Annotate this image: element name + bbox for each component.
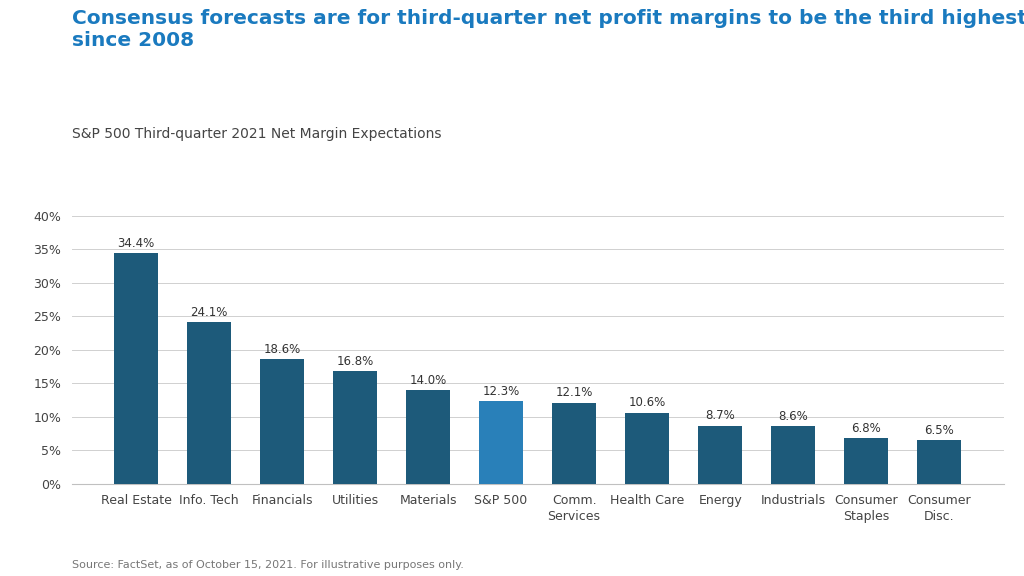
Text: 12.1%: 12.1% xyxy=(555,386,593,399)
Bar xyxy=(771,426,815,484)
Text: 18.6%: 18.6% xyxy=(263,343,301,356)
Bar xyxy=(114,253,158,484)
Bar xyxy=(479,401,523,484)
Bar xyxy=(187,323,230,484)
Bar xyxy=(552,403,596,484)
Text: 8.6%: 8.6% xyxy=(778,410,808,423)
Text: 24.1%: 24.1% xyxy=(190,306,227,319)
Text: 12.3%: 12.3% xyxy=(482,385,520,398)
Text: Source: FactSet, as of October 15, 2021. For illustrative purposes only.: Source: FactSet, as of October 15, 2021.… xyxy=(72,560,464,570)
Bar xyxy=(698,426,742,484)
Text: 16.8%: 16.8% xyxy=(337,355,374,368)
Text: 14.0%: 14.0% xyxy=(410,374,446,386)
Bar xyxy=(260,359,304,484)
Text: 10.6%: 10.6% xyxy=(629,396,666,410)
Bar xyxy=(918,440,962,484)
Text: 6.5%: 6.5% xyxy=(925,424,954,437)
Text: 34.4%: 34.4% xyxy=(118,237,155,250)
Bar xyxy=(333,372,377,484)
Bar xyxy=(626,413,669,484)
Text: 8.7%: 8.7% xyxy=(706,409,735,422)
Bar xyxy=(407,390,450,484)
Text: S&P 500 Third-quarter 2021 Net Margin Expectations: S&P 500 Third-quarter 2021 Net Margin Ex… xyxy=(72,127,441,141)
Text: 6.8%: 6.8% xyxy=(851,422,881,435)
Bar xyxy=(845,438,888,484)
Text: Consensus forecasts are for third-quarter net profit margins to be the third hig: Consensus forecasts are for third-quarte… xyxy=(72,9,1024,50)
